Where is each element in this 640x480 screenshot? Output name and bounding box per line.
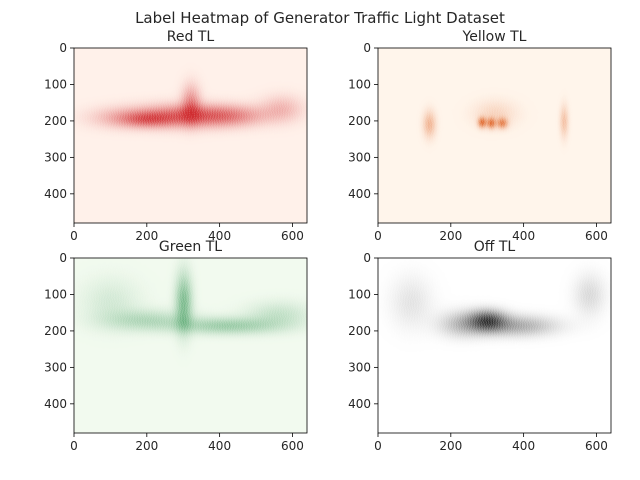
y-tick-label: 400 (348, 187, 371, 201)
panel-red-tl: 0 200 400 600 0 100 200 300 400 Red TL (44, 29, 308, 243)
panel-off-tl: 0 200 400 600 0 100 200 300 400 Off TL (348, 239, 612, 453)
x-tick-label: 600 (281, 439, 304, 453)
x-tick-label: 600 (585, 439, 608, 453)
x-tick-label: 200 (135, 439, 158, 453)
x-tick-label: 200 (439, 439, 462, 453)
y-tick-label: 100 (44, 77, 67, 91)
x-tick-label: 600 (281, 229, 304, 243)
y-tick-label: 0 (59, 41, 67, 55)
y-tick-label: 100 (348, 77, 371, 91)
heatmap-density (378, 258, 611, 433)
y-tick-label: 100 (44, 287, 67, 301)
x-tick-label: 0 (374, 439, 382, 453)
axes-frame (73, 257, 308, 434)
x-tick-label: 600 (585, 229, 608, 243)
x-tick-label: 0 (374, 229, 382, 243)
axes-frame (377, 257, 612, 434)
panel-title: Green TL (159, 239, 222, 255)
x-tick-label: 400 (512, 229, 535, 243)
heatmap-density (74, 258, 307, 433)
y-tick-label: 100 (348, 287, 371, 301)
axes-frame (73, 47, 308, 224)
y-tick-label: 200 (44, 324, 67, 338)
y-tick-label: 0 (59, 251, 67, 265)
axes-frame (377, 47, 612, 224)
x-tick-label: 0 (70, 439, 78, 453)
y-tick-label: 0 (363, 251, 371, 265)
figure-suptitle: Label Heatmap of Generator Traffic Light… (135, 9, 505, 27)
panel-green-tl: 0 200 400 600 0 100 200 300 400 Green TL (44, 239, 308, 453)
y-tick-label: 400 (44, 397, 67, 411)
heatmap-density (74, 48, 307, 223)
panel-title: Off TL (474, 239, 516, 255)
x-tick-label: 400 (208, 229, 231, 243)
panel-title: Yellow TL (462, 29, 527, 45)
y-tick-label: 400 (44, 187, 67, 201)
y-tick-label: 300 (44, 150, 67, 164)
x-tick-label: 0 (70, 229, 78, 243)
x-tick-label: 400 (512, 439, 535, 453)
x-tick-label: 200 (439, 229, 462, 243)
y-tick-label: 400 (348, 397, 371, 411)
x-tick-label: 200 (135, 229, 158, 243)
y-tick-label: 200 (44, 114, 67, 128)
panel-title: Red TL (167, 29, 215, 45)
x-tick-label: 400 (208, 439, 231, 453)
y-tick-label: 200 (348, 114, 371, 128)
heatmap-density (378, 48, 611, 223)
y-tick-label: 200 (348, 324, 371, 338)
y-tick-label: 300 (348, 150, 371, 164)
y-tick-label: 300 (348, 360, 371, 374)
panel-yellow-tl: 0 200 400 600 0 100 200 300 400 Yellow TL (348, 29, 612, 243)
y-tick-label: 300 (44, 360, 67, 374)
y-tick-label: 0 (363, 41, 371, 55)
